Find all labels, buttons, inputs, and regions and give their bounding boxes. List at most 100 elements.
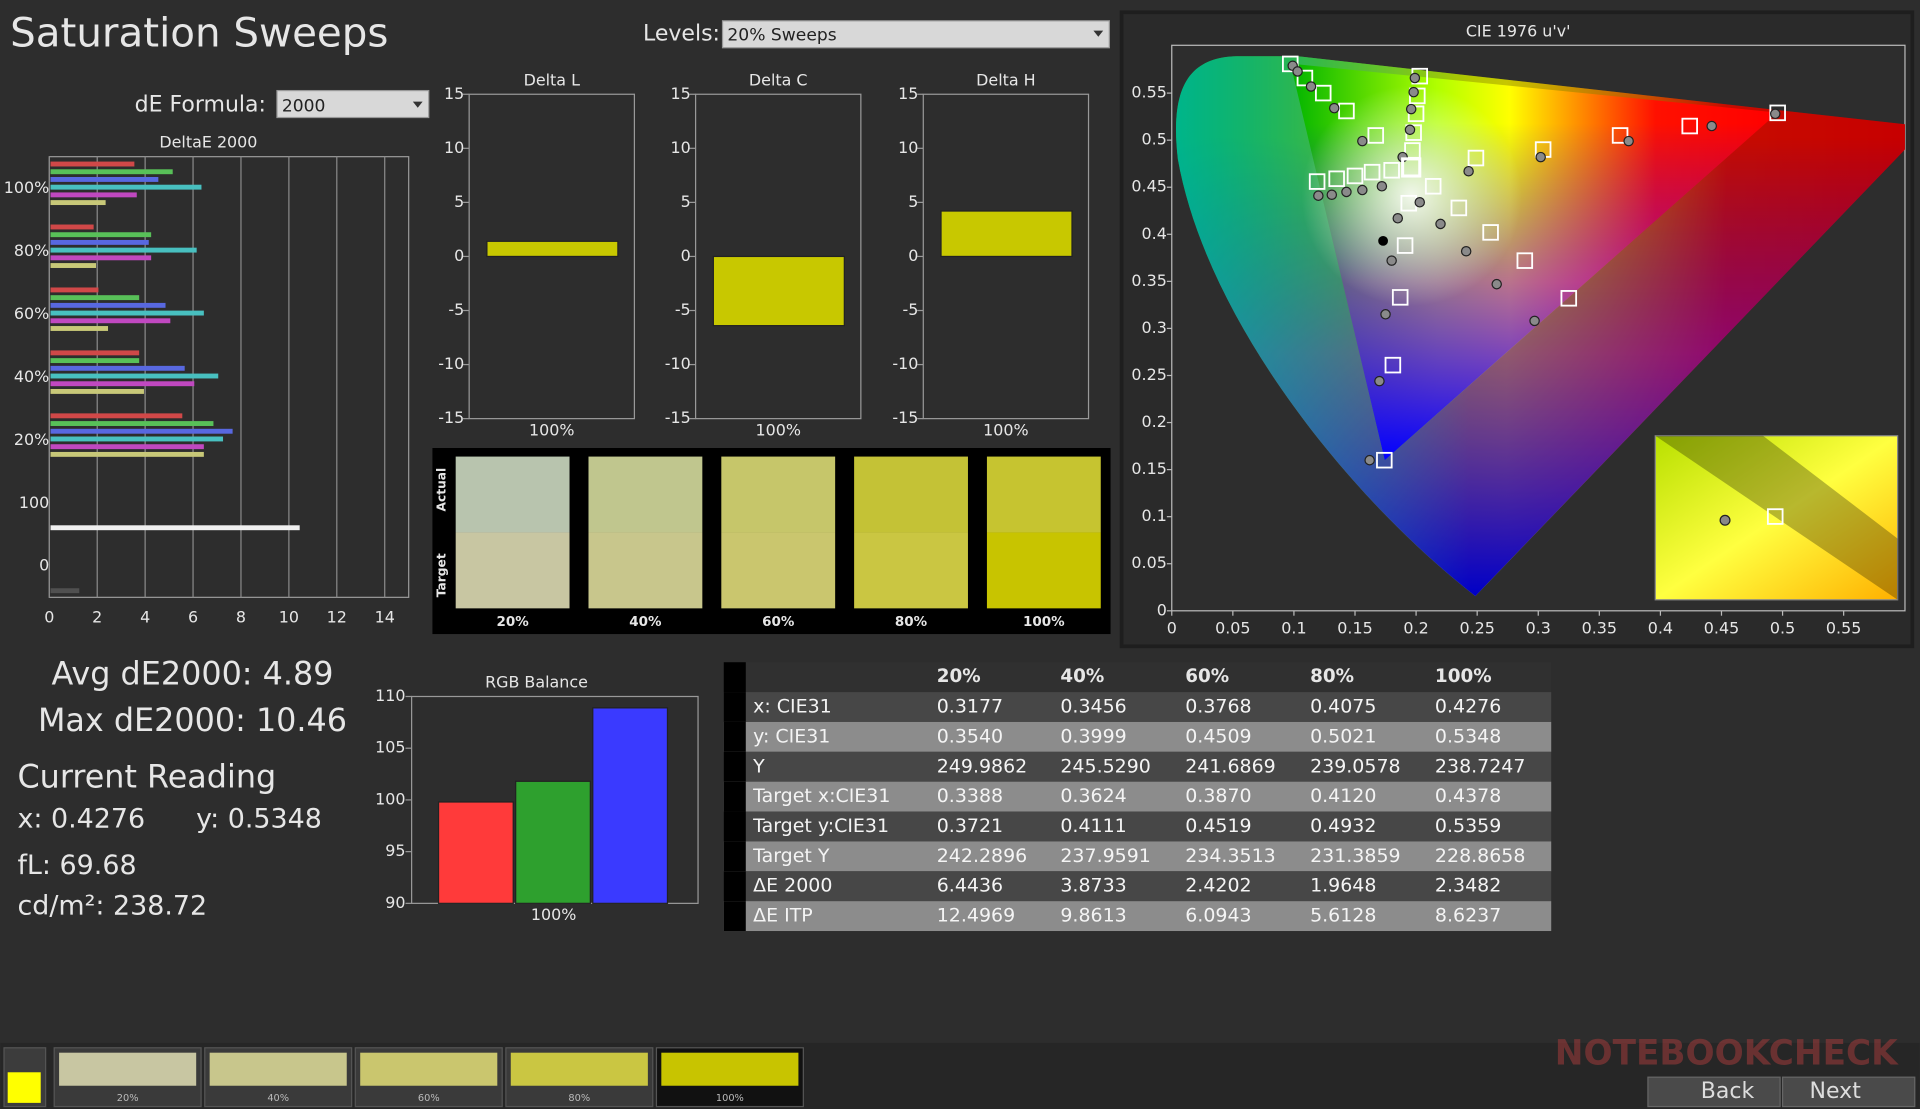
x-tick-label: 0.5 [1770, 619, 1795, 638]
dropdown-value[interactable]: 20% Sweeps [727, 25, 836, 45]
row-label: Target x:CIE31 [752, 785, 890, 807]
button-color[interactable] [360, 1052, 498, 1086]
table-cell: 239.0578 [1310, 755, 1401, 777]
button-color[interactable] [510, 1052, 648, 1086]
table-cell: 0.3540 [937, 725, 1003, 747]
row-marker [723, 692, 746, 722]
table-cell: 245.5290 [1060, 755, 1151, 777]
x-tick-label: 100% [983, 420, 1028, 439]
measured-point [1409, 72, 1421, 84]
dropdown-arrow[interactable] [1093, 30, 1104, 37]
dropdown-value[interactable]: 2000 [282, 96, 326, 116]
x-tick-label: 0.2 [1403, 619, 1428, 638]
table-header-row [723, 662, 1552, 693]
reading-y: y: 0.5348 [196, 804, 322, 835]
chart-title: Delta H [976, 70, 1035, 89]
measured-point [1535, 151, 1546, 163]
actual-swatch [854, 456, 968, 533]
target-point [1367, 127, 1385, 144]
y-tick-label: 0 [454, 246, 464, 265]
column-header: 80% [1310, 666, 1354, 687]
chart-title: RGB Balance [485, 673, 588, 692]
y-tick-label: -5 [675, 300, 691, 319]
dropdown-box[interactable] [276, 89, 430, 119]
target-swatch [721, 532, 836, 609]
measured-point [1357, 184, 1368, 196]
x-tick-label: 14 [375, 608, 395, 627]
table-row [723, 811, 1552, 842]
table-corner [723, 662, 746, 693]
target-point [1308, 173, 1326, 190]
y-tick-label: 60% [14, 304, 49, 323]
levels-dropdown[interactable]: 20% Sweeps [721, 20, 1110, 49]
inset-shade [1655, 435, 1898, 600]
measured-point [1414, 197, 1426, 208]
x-tick-label: 100% [531, 905, 576, 924]
button-label[interactable]: 40% [267, 1093, 289, 1104]
next-label[interactable]: Next [1810, 1079, 1862, 1104]
bar [50, 428, 233, 434]
target-point [1482, 224, 1499, 241]
bar [50, 436, 224, 442]
chart-title: DeltaE 2000 [159, 133, 257, 152]
button-color[interactable] [59, 1052, 197, 1086]
measured-point [1386, 255, 1397, 266]
button-color[interactable] [661, 1052, 799, 1086]
measured-point [1326, 189, 1338, 201]
button-label[interactable]: 60% [418, 1093, 440, 1104]
table-cell: 0.3388 [937, 785, 1003, 807]
bar [515, 780, 591, 904]
y-tick-label: 0.45 [1131, 177, 1166, 196]
y-tick-label: 0.5 [1142, 130, 1167, 149]
bar [712, 255, 845, 327]
bar [50, 326, 109, 331]
target-point [1407, 105, 1425, 123]
x-tick-label: 2 [92, 608, 102, 627]
row-label: ΔE ITP [753, 905, 813, 927]
button-label[interactable]: 80% [568, 1093, 590, 1104]
actual-swatch [588, 456, 703, 533]
target-point [1516, 252, 1534, 269]
bar [50, 350, 140, 356]
formula-dropdown[interactable]: 2000 [276, 89, 430, 119]
y-tick-label: 100% [4, 178, 49, 197]
bar [50, 295, 140, 301]
back-label[interactable]: Back [1701, 1079, 1755, 1104]
y-tick-label: 110 [375, 686, 405, 705]
chart-title: Delta C [749, 70, 808, 89]
dropdown-box[interactable] [721, 20, 1110, 49]
column-header: 40% [1060, 666, 1104, 687]
x-tick-label: 0 [44, 608, 54, 627]
row-label: ΔE 2000 [753, 875, 832, 897]
dropdown-arrow[interactable] [412, 101, 423, 108]
target-point [1338, 102, 1355, 120]
button-label[interactable]: 100% [716, 1093, 744, 1104]
swatch-label: 60% [762, 615, 795, 630]
bar [50, 421, 214, 426]
back-button[interactable] [1647, 1076, 1781, 1108]
table-row [723, 781, 1552, 812]
x-tick-label: 0.25 [1459, 619, 1494, 638]
row-label: Target y:CIE31 [752, 815, 889, 837]
reading-x: x: 0.4276 [17, 804, 145, 835]
y-tick-label: 0.05 [1131, 553, 1166, 572]
bar [50, 444, 204, 450]
measured-point [1460, 245, 1472, 257]
table-cell: 237.9591 [1060, 845, 1151, 867]
y-tick-label: 0 [681, 246, 691, 265]
button-color[interactable] [209, 1052, 347, 1086]
y-tick-label: -10 [438, 354, 464, 373]
target-point [1450, 199, 1468, 217]
bar [50, 451, 204, 457]
table-row [723, 721, 1552, 752]
bar [50, 224, 94, 230]
button-label[interactable]: 20% [117, 1093, 139, 1104]
measured-point [1769, 108, 1781, 120]
table-row [723, 901, 1552, 932]
next-button[interactable] [1781, 1076, 1916, 1108]
x-tick-label: 0.35 [1582, 619, 1617, 638]
table-cell: 0.5359 [1435, 815, 1501, 837]
table-cell: 0.3721 [937, 815, 1003, 837]
measured-point [1405, 103, 1417, 115]
